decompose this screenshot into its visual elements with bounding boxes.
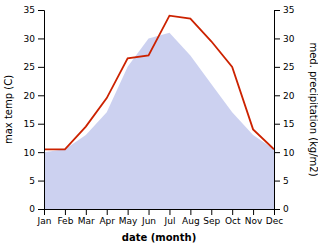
- tick-mark: [128, 209, 129, 215]
- y2-axis: 0 5 10 15 20 25 30 35: [274, 5, 295, 214]
- tick-mark: [274, 124, 280, 125]
- tick-label: Dec: [266, 216, 283, 226]
- tick: 10: [274, 148, 295, 158]
- tick: 25: [274, 62, 294, 72]
- tick-label: 25: [24, 62, 35, 72]
- plot: JanFebMarAprMayJunJulAugSepOctNovDec0510…: [24, 5, 295, 226]
- tick: 0: [274, 204, 289, 214]
- tick: 20: [24, 91, 44, 101]
- tick-mark: [274, 10, 280, 11]
- tick-mark: [274, 209, 280, 210]
- tick-label: 20: [24, 91, 36, 101]
- tick-label: 25: [283, 62, 294, 72]
- tick-mark: [107, 209, 108, 215]
- tick-label: Oct: [225, 216, 241, 226]
- tick-mark: [274, 181, 280, 182]
- y-axis: 0 5 10 15 20 25 30 35: [24, 5, 45, 214]
- tick-mark: [149, 209, 150, 215]
- tick-mark: [38, 181, 44, 182]
- tick-label: 35: [24, 5, 35, 15]
- tick-mark: [274, 95, 280, 96]
- tick-mark: [274, 152, 280, 153]
- axis-line: [45, 210, 275, 216]
- tick: Sep: [203, 209, 220, 226]
- tick-label: Nov: [245, 216, 263, 226]
- tick-label: Apr: [99, 216, 115, 226]
- tick-mark: [38, 95, 44, 96]
- tick-label: 15: [24, 119, 35, 129]
- tick: Oct: [225, 209, 241, 226]
- tick-label: Jul: [164, 216, 176, 226]
- x-axis-title: date (month): [122, 232, 196, 243]
- tick-mark: [38, 38, 44, 39]
- tick: May: [119, 209, 138, 226]
- tick-label: Sep: [203, 216, 220, 226]
- tick-label: Aug: [182, 216, 200, 226]
- tick-mark: [190, 209, 191, 215]
- marks: [44, 16, 274, 209]
- tick-label: Feb: [57, 216, 73, 226]
- line: [44, 16, 274, 150]
- tick: Mar: [78, 209, 95, 226]
- tick-mark: [232, 209, 233, 215]
- tick: 15: [274, 119, 294, 129]
- tick-mark: [274, 67, 280, 68]
- tick: 5: [274, 176, 289, 186]
- tick: Feb: [57, 209, 73, 226]
- tick-label: 30: [283, 34, 295, 44]
- tick-mark: [38, 152, 44, 153]
- tick: Dec: [266, 209, 283, 226]
- tick: Jan: [37, 209, 52, 226]
- axis-line: [38, 11, 45, 210]
- tick-label: 15: [283, 119, 294, 129]
- tick-label: Jan: [37, 216, 52, 226]
- tick: 15: [24, 119, 44, 129]
- axis-line: [275, 11, 281, 210]
- tick: Apr: [99, 209, 115, 226]
- tick-label: 20: [283, 91, 295, 101]
- tick-mark: [38, 209, 44, 210]
- tick-label: 35: [283, 5, 294, 15]
- tick-mark: [253, 209, 254, 215]
- tick: 35: [24, 5, 44, 15]
- tick-label: 30: [24, 34, 36, 44]
- tick-mark: [65, 209, 66, 215]
- tick: 10: [24, 148, 44, 158]
- tick: Jun: [141, 209, 156, 226]
- tick-label: 10: [283, 148, 295, 158]
- x-axis: Jan Feb Mar Apr MayJun Jul AugSep Oct NovDec: [37, 209, 284, 226]
- y-axis-title: max temp (C): [3, 75, 14, 144]
- tick: 25: [24, 62, 44, 72]
- tick-label: 0: [29, 204, 35, 214]
- tick-label: 5: [283, 176, 289, 186]
- tick-label: Mar: [78, 216, 95, 226]
- tick-mark: [38, 67, 44, 68]
- tick-label: 0: [283, 204, 289, 214]
- tick-label: Jun: [141, 216, 156, 226]
- area: [44, 33, 274, 209]
- tick: 35: [274, 5, 294, 15]
- tick: Aug: [182, 209, 200, 226]
- tick: 30: [274, 34, 295, 44]
- tick: 20: [274, 91, 295, 101]
- chart: JanFebMarAprMayJunJulAugSepOctNovDec0510…: [0, 0, 318, 247]
- tick-mark: [86, 209, 87, 215]
- tick-mark: [274, 38, 280, 39]
- tick-mark: [211, 209, 212, 215]
- tick: Nov: [245, 209, 263, 226]
- tick: 30: [24, 34, 44, 44]
- tick: 0: [29, 204, 44, 214]
- tick-label: 5: [29, 176, 35, 186]
- tick-mark: [38, 124, 44, 125]
- y2-axis-title: med. precipitation (kg/m2): [308, 42, 318, 176]
- tick-mark: [169, 209, 170, 215]
- tick: Jul: [164, 209, 176, 226]
- tick-mark: [38, 10, 44, 11]
- tick-label: 10: [24, 148, 36, 158]
- tick: 5: [29, 176, 44, 186]
- tick-label: May: [119, 216, 138, 226]
